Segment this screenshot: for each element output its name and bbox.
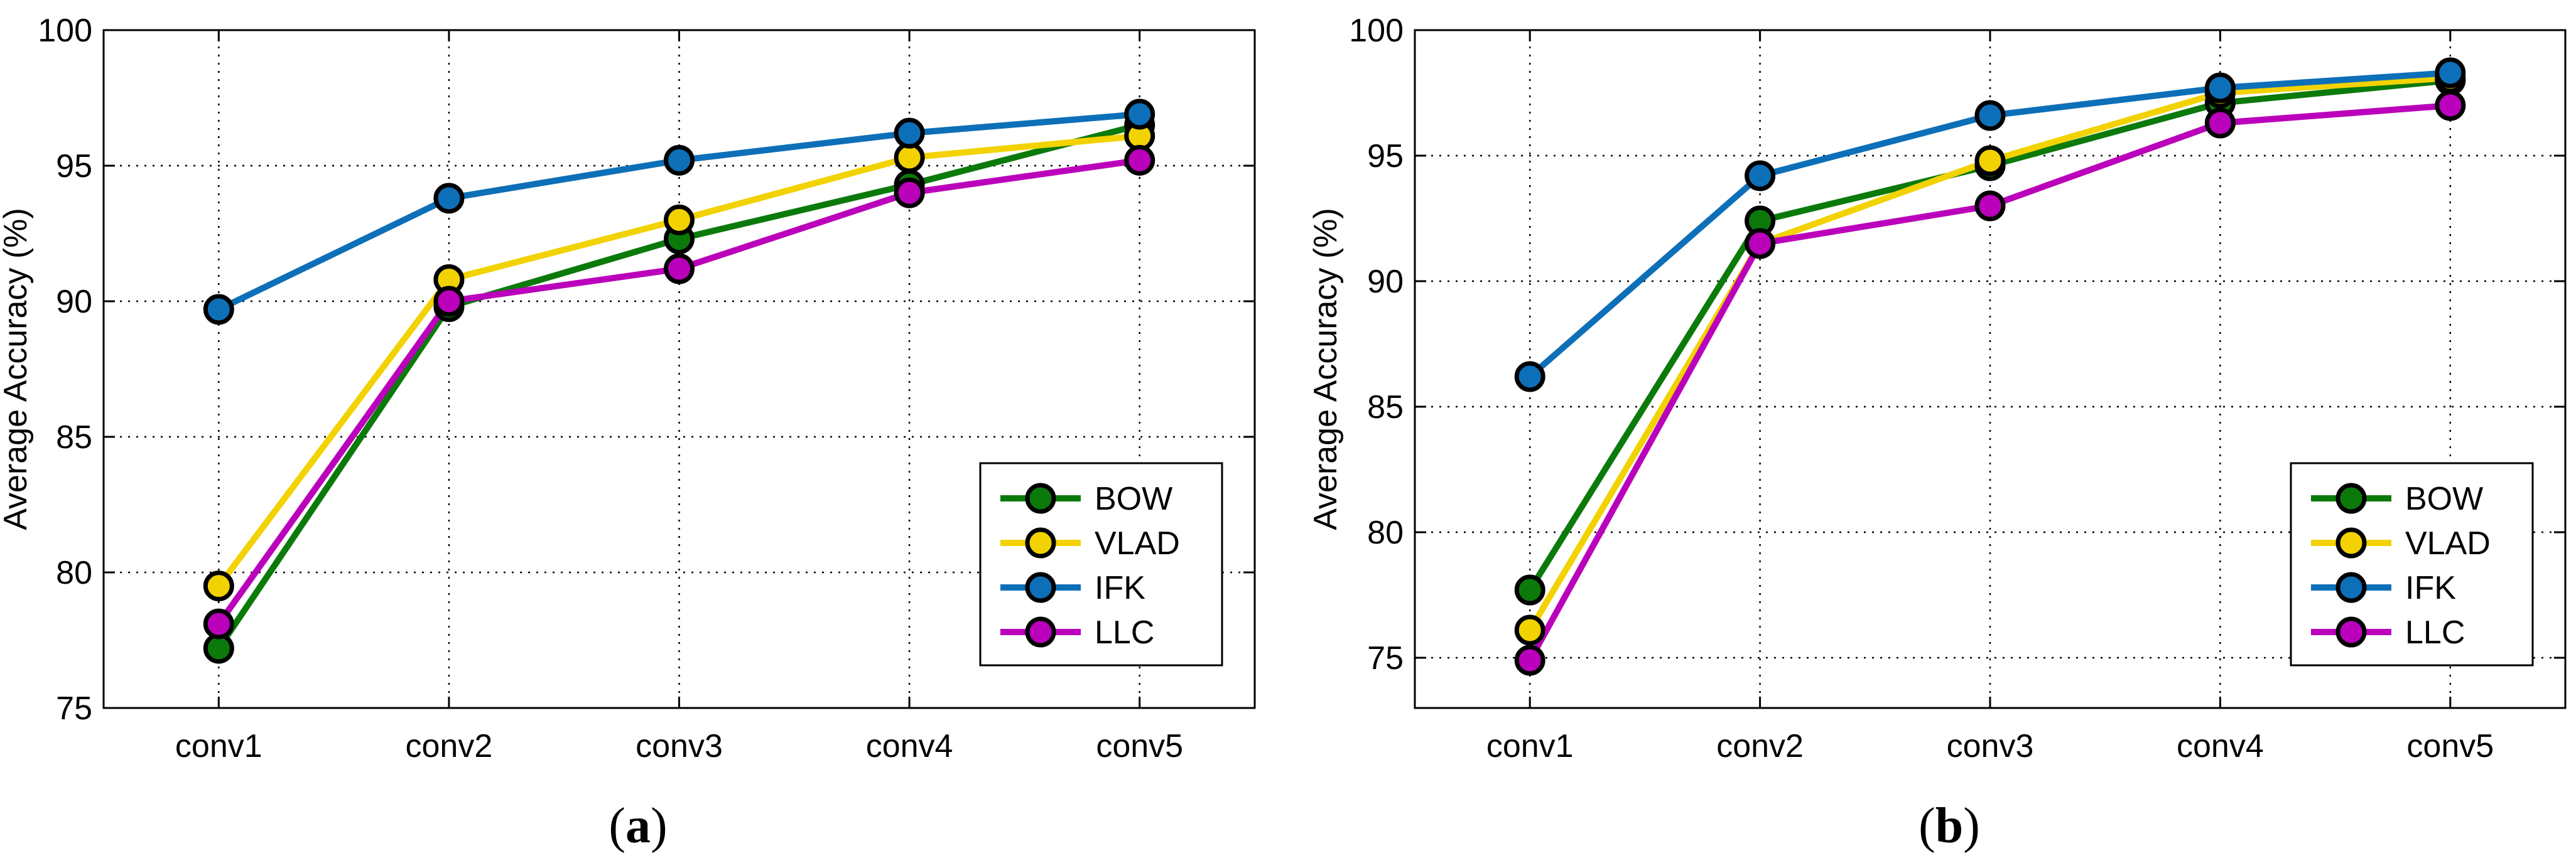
- y-tick-label: 75: [1367, 640, 1404, 677]
- data-point-ifk: [2435, 57, 2466, 88]
- y-tick-label: 90: [56, 284, 92, 320]
- data-point-llc: [664, 253, 695, 284]
- data-point-ifk: [664, 144, 695, 176]
- chart-panel-b: 75 80 85 90 95 100 conv1 conv2 conv3 conv4 conv5 Av…: [1307, 13, 2567, 854]
- y-tick-label: 80: [56, 555, 92, 591]
- legend-label: LLC: [2405, 614, 2465, 651]
- data-point-llc: [2204, 107, 2236, 139]
- data-point-vlad: [1974, 145, 2006, 176]
- data-point-bow: [1514, 574, 1545, 606]
- legend-label: BOW: [2405, 481, 2483, 517]
- x-tick-label: conv4: [2177, 728, 2264, 764]
- x-tick-label: conv1: [1486, 728, 1574, 764]
- caption-letter: a: [625, 798, 651, 854]
- y-axis-label: Average Accuracy (%): [1307, 208, 1344, 530]
- y-tick-label: 80: [1367, 515, 1404, 551]
- legend-swatch-marker: [2335, 616, 2367, 648]
- legend-swatch-marker: [2335, 572, 2367, 603]
- y-tick-label: 95: [1367, 138, 1404, 174]
- legend-item-ifk: IFK: [1000, 570, 1145, 606]
- panel-caption: (a): [609, 798, 667, 854]
- legend-swatch-marker: [2335, 483, 2367, 514]
- y-tick-label: 100: [1349, 13, 1404, 49]
- data-point-ifk: [1974, 100, 2006, 131]
- data-point-llc: [1514, 645, 1545, 676]
- legend: BOW VLAD IFK LLC: [2290, 462, 2534, 667]
- legend-label: IFK: [2405, 570, 2456, 606]
- legend-swatch-marker: [1025, 483, 1056, 514]
- y-tick-label: 85: [1367, 389, 1404, 426]
- data-point-ifk: [894, 117, 925, 149]
- data-point-vlad: [664, 204, 695, 235]
- data-point-vlad: [1514, 614, 1545, 646]
- legend-item-ifk: IFK: [2311, 570, 2456, 606]
- data-point-llc: [894, 177, 925, 208]
- panel-caption: (b): [1918, 798, 1980, 854]
- data-point-llc: [433, 286, 465, 317]
- x-tick-label: conv2: [1716, 728, 1804, 764]
- legend-label: IFK: [1095, 570, 1145, 606]
- y-tick-label: 95: [56, 148, 92, 185]
- x-tick-label: conv3: [1947, 728, 2034, 764]
- legend-item-bow: BOW: [1000, 481, 1172, 517]
- caption-close-paren: ): [1963, 798, 1980, 854]
- y-tick-label: 90: [1367, 264, 1404, 300]
- legend-item-llc: LLC: [2311, 614, 2465, 651]
- data-point-llc: [1974, 190, 2006, 222]
- y-tick-label: 85: [56, 419, 92, 456]
- data-point-llc: [1745, 228, 1776, 259]
- legend-label: BOW: [1095, 481, 1172, 517]
- legend-item-vlad: VLAD: [1000, 525, 1180, 562]
- data-point-ifk: [2204, 72, 2236, 104]
- y-axis-label: Average Accuracy (%): [0, 208, 34, 530]
- legend-item-bow: BOW: [2311, 481, 2483, 517]
- legend-swatch-marker: [1025, 527, 1056, 559]
- y-tick-label: 75: [56, 690, 92, 727]
- caption-open-paren: (: [609, 798, 625, 854]
- x-tick-label: conv5: [2406, 728, 2494, 764]
- data-point-vlad: [203, 571, 234, 602]
- legend-item-llc: LLC: [1000, 614, 1154, 651]
- legend-label: LLC: [1095, 614, 1154, 651]
- data-point-ifk: [1745, 160, 1776, 191]
- x-tick-label: conv3: [636, 728, 723, 764]
- legend-label: VLAD: [1095, 525, 1180, 562]
- data-point-ifk: [1124, 99, 1155, 130]
- data-point-ifk: [1514, 361, 1545, 392]
- legend-label: VLAD: [2405, 525, 2491, 562]
- caption-open-paren: (: [1918, 798, 1935, 854]
- legend-item-vlad: VLAD: [2311, 525, 2491, 562]
- legend-swatch-marker: [1025, 616, 1056, 648]
- caption-close-paren: ): [651, 798, 668, 854]
- data-point-llc: [2435, 90, 2466, 121]
- legend-swatch-marker: [1025, 572, 1056, 603]
- data-point-ifk: [203, 294, 234, 325]
- caption-letter: b: [1935, 798, 1964, 854]
- chart-panel-a: 75 80 85 90 95 100 conv1 conv2 conv3 conv4 conv5 Av…: [0, 13, 1256, 854]
- x-tick-label: conv1: [175, 728, 262, 764]
- data-point-ifk: [433, 183, 465, 214]
- legend: BOW VLAD IFK LLC: [979, 462, 1223, 667]
- data-point-llc: [1124, 144, 1155, 176]
- x-tick-label: conv4: [866, 728, 953, 764]
- x-tick-label: conv5: [1096, 728, 1183, 764]
- x-tick-label: conv2: [406, 728, 493, 764]
- data-point-llc: [203, 608, 234, 640]
- y-tick-label: 100: [38, 13, 92, 49]
- legend-swatch-marker: [2335, 527, 2367, 559]
